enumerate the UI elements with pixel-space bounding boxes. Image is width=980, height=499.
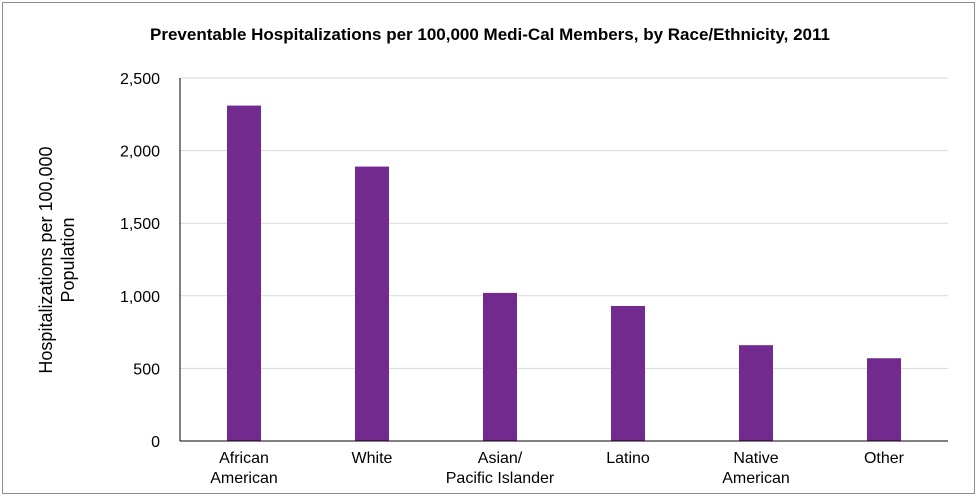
x-tick-label-line: American: [722, 470, 790, 487]
x-tick-label-line: Pacific Islander: [446, 470, 555, 487]
bar: [739, 345, 773, 441]
x-tick-label: Other: [864, 450, 905, 467]
bar: [483, 292, 517, 441]
x-tick-label-line: American: [210, 470, 278, 487]
x-tick-label-line: Latino: [606, 450, 650, 467]
y-axis-title-line: Population: [58, 217, 78, 302]
y-tick-label: 2,500: [120, 71, 160, 88]
bars: [227, 105, 901, 441]
x-tick-label-line: African: [219, 450, 269, 467]
y-tick-label: 0: [151, 434, 160, 451]
gridlines: [180, 77, 948, 369]
x-tick-label: Asian/Pacific Islander: [446, 450, 555, 487]
chart-title: Preventable Hospitalizations per 100,000…: [150, 25, 830, 44]
x-tick-label-line: White: [352, 450, 393, 467]
x-axis-ticks: African American White Asian/Pacific Island…: [210, 450, 904, 487]
x-tick-label: Latino: [606, 450, 650, 467]
x-tick-label: White: [352, 450, 393, 467]
bar: [867, 358, 901, 441]
y-tick-label: 1,000: [120, 289, 160, 306]
y-axis-ticks: 0 500 1,000 1,500 2,000 2,500: [120, 71, 160, 451]
y-tick-label: 2,000: [120, 144, 160, 161]
bar: [227, 105, 261, 441]
bar: [611, 305, 645, 441]
axes: [179, 78, 948, 442]
y-axis-label: Hospitalizations per 100,000 Population: [36, 146, 78, 373]
bar: [355, 166, 389, 441]
y-tick-label: 500: [133, 361, 160, 378]
y-axis-title-line: Hospitalizations per 100,000: [36, 146, 56, 373]
x-tick-label-line: Other: [864, 450, 905, 467]
x-tick-label: African American: [210, 450, 278, 487]
x-tick-label-line: Native: [733, 450, 778, 467]
y-axis-title: Hospitalizations per 100,000 Population: [36, 146, 78, 373]
y-tick-label: 1,500: [120, 216, 160, 233]
x-tick-label-line: Asian/: [478, 450, 523, 467]
x-tick-label: Native American: [722, 450, 790, 487]
